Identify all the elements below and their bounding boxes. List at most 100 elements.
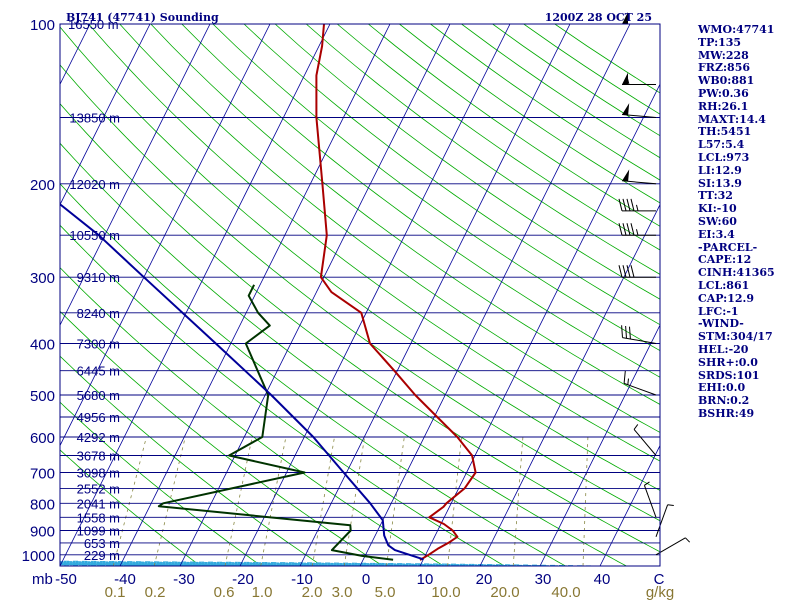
dry-adiabat [60, 64, 660, 522]
temperature-label: -40 [114, 571, 136, 588]
index-line: SRDS:101 [698, 368, 760, 382]
background-grid [60, 24, 660, 566]
isotherm [359, 24, 631, 566]
index-line: CAPE:12 [698, 253, 752, 267]
height-label: 5680 m [77, 388, 120, 403]
wind-barb-pennant [622, 169, 630, 182]
wind-barb-staff [622, 114, 657, 118]
index-line: -PARCEL- [698, 240, 758, 254]
dry-adiabat [181, 24, 660, 378]
wind-barb-staff [623, 382, 657, 396]
isotherm [479, 203, 660, 566]
mixing-ratio-line [260, 436, 287, 566]
mixing-ratio-line [112, 436, 147, 566]
index-line: RH:26.1 [698, 99, 749, 113]
index-line: LI:12.9 [698, 163, 742, 177]
dry-adiabat [60, 224, 505, 566]
wind-barb-staff [633, 429, 657, 456]
isotherm [299, 24, 571, 566]
wind-barb-staff [655, 537, 686, 556]
pressure-label: 300 [30, 270, 55, 287]
temperature-label: -10 [291, 571, 313, 588]
index-line: MW:228 [698, 48, 749, 62]
sounding-title: BJ741 (47741) Sounding [66, 11, 219, 24]
isotherm [599, 444, 660, 566]
height-label: 4292 m [77, 430, 120, 445]
pressure-label: 1000 [22, 548, 55, 565]
index-line: EHI:0.0 [698, 381, 746, 395]
wind-barb-staff [622, 180, 657, 185]
index-line: BSHR:49 [698, 406, 755, 420]
index-line: TH:5451 [698, 125, 752, 139]
mixing-ratio-line [311, 436, 335, 566]
wind-barb-flag [618, 265, 623, 278]
mixing-ratio-line [153, 436, 186, 566]
wind-barb-pennant [622, 12, 628, 24]
wind-barb-flag [623, 370, 626, 384]
pressure-label: 100 [30, 17, 55, 34]
index-line: STM:304/17 [698, 330, 773, 344]
mixing-ratio-label: 5.0 [375, 584, 396, 600]
wind-barb-flag [630, 265, 635, 278]
dry-adiabat [88, 24, 660, 462]
mixing-ratio-label: 3.0 [332, 584, 353, 600]
wind-barb-flag [621, 325, 623, 338]
temperature-label: -30 [173, 571, 195, 588]
dry-adiabat [60, 103, 660, 553]
index-line: CINH:41365 [698, 266, 775, 280]
index-line: SI:13.9 [698, 176, 742, 190]
index-line: BRN:0.2 [698, 394, 750, 408]
wind-barb-pennant [622, 103, 630, 115]
temperature-label: C [654, 571, 665, 588]
index-line: KI:-10 [698, 202, 737, 216]
pressure-label: 500 [30, 388, 55, 405]
wind-barb-flag [622, 198, 627, 212]
height-label: 2041 m [77, 496, 120, 511]
index-line: TT:32 [698, 189, 733, 203]
dry-adiabat [60, 449, 201, 566]
profile-parcel [60, 202, 424, 561]
height-label: 9310 m [77, 270, 120, 285]
profile-lines [60, 24, 477, 561]
pressure-label: 400 [30, 337, 55, 354]
temperature-label: 0 [362, 571, 370, 588]
wind-barb-halfflag [685, 537, 691, 543]
dry-adiabat [60, 183, 566, 566]
dry-adiabat [119, 24, 660, 433]
wind-barb-halfflag [636, 204, 639, 212]
wind-barb-flag [626, 198, 631, 212]
index-line: MAXT:14.4 [698, 112, 766, 126]
height-label: 3678 m [77, 449, 120, 464]
temperature-label: 40 [594, 571, 611, 588]
wind-barb-staff [622, 337, 657, 344]
height-label: 229 m [84, 548, 120, 563]
wind-barb-halfflag [667, 504, 674, 506]
wind-barb-flag [630, 198, 635, 212]
height-label: 6445 m [77, 364, 120, 379]
index-line: CAP:12.9 [698, 291, 755, 305]
height-label: 4956 m [77, 410, 120, 425]
isotherm [60, 24, 331, 566]
plot-frame [59, 23, 661, 567]
isotherm [60, 24, 151, 206]
wind-barb-flag [622, 265, 627, 278]
mixing-ratio-label: 0.2 [145, 584, 166, 600]
wind-barb-halfflag [627, 78, 630, 85]
mixing-ratio-line [343, 436, 365, 566]
wind-barb-halfflag [633, 424, 639, 430]
height-label: 10550 m [69, 228, 120, 243]
height-label: 12020 m [69, 177, 120, 192]
pressure-label: 200 [30, 177, 55, 194]
moist-adiabat [60, 562, 433, 566]
mixing-ratio-label: 10.0 [431, 584, 460, 600]
moist-adiabat [60, 561, 577, 566]
index-line: SW:60 [698, 214, 737, 228]
height-label: 8240 m [77, 306, 120, 321]
temperature-label: -50 [55, 571, 77, 588]
dry-adiabat [305, 24, 660, 275]
wind-barb-flag [622, 223, 627, 236]
index-line: PW:0.36 [698, 86, 749, 100]
temperature-label: 20 [476, 571, 493, 588]
